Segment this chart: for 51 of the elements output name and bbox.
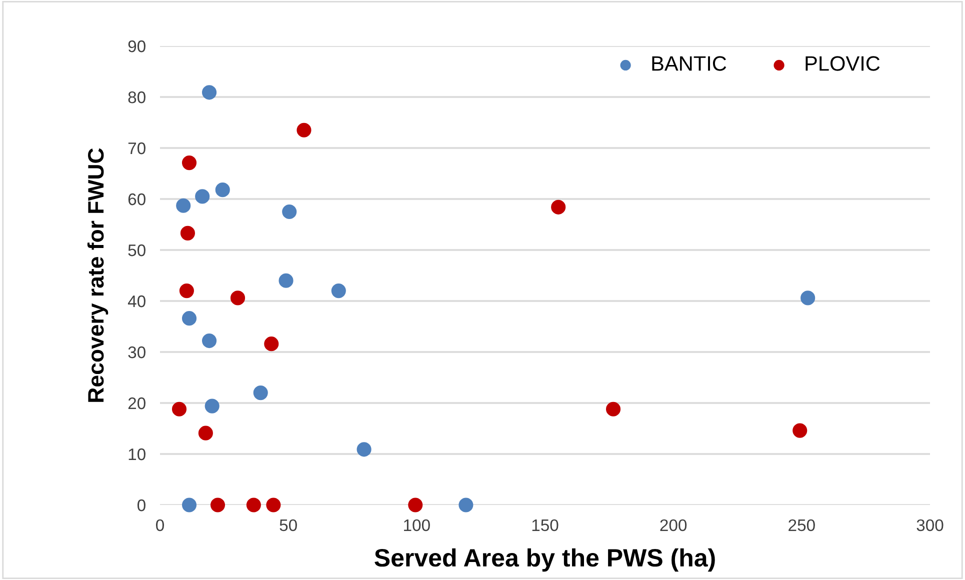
point	[282, 204, 297, 220]
point	[800, 290, 816, 306]
y-tick-label: 80	[128, 91, 146, 104]
point	[246, 498, 261, 512]
legend-label: BANTIC	[652, 56, 726, 71]
y-tick-label: 0	[137, 499, 146, 512]
point	[182, 311, 197, 326]
point	[195, 189, 210, 204]
point	[266, 498, 281, 512]
point	[296, 122, 312, 138]
legend-label: PLOVIC	[806, 56, 880, 71]
x-tick-label: 150	[532, 519, 558, 532]
point	[202, 85, 217, 100]
point	[606, 402, 621, 416]
point	[172, 402, 187, 416]
point	[176, 198, 191, 213]
point	[230, 290, 246, 306]
point	[180, 226, 196, 240]
y-tick-label: 30	[128, 346, 146, 358]
point	[179, 284, 194, 298]
point	[182, 498, 197, 512]
y-tick-label: 20	[128, 397, 146, 410]
x-tick-label: 50	[280, 519, 297, 532]
point	[458, 498, 474, 512]
x-tick-label: 0	[156, 519, 164, 532]
point	[278, 273, 294, 288]
point	[551, 200, 566, 214]
point	[408, 498, 423, 512]
point	[210, 498, 226, 512]
y-tick-label: 60	[128, 193, 146, 206]
point	[198, 426, 213, 440]
point	[356, 442, 372, 457]
x-tick-label: 250	[788, 519, 815, 532]
y-tick-label: 40	[128, 295, 146, 308]
point	[331, 284, 346, 298]
x-tick-label: 300	[916, 519, 944, 532]
point	[792, 423, 808, 438]
y-axis-title: Recovery rate for FWUC	[87, 148, 108, 402]
point	[253, 386, 268, 400]
y-tick-label: 50	[128, 244, 146, 256]
x-tick-label: 100	[404, 519, 430, 532]
point	[202, 333, 217, 348]
point	[204, 398, 220, 414]
y-tick-label: 90	[128, 40, 146, 52]
y-tick-label: 10	[128, 448, 146, 460]
x-axis-title: Served Area by the PWS (ha)	[374, 548, 715, 572]
point	[264, 336, 279, 352]
point	[215, 182, 230, 198]
x-tick-label: 200	[660, 519, 687, 532]
y-tick-label: 70	[128, 142, 146, 154]
point	[182, 156, 197, 170]
